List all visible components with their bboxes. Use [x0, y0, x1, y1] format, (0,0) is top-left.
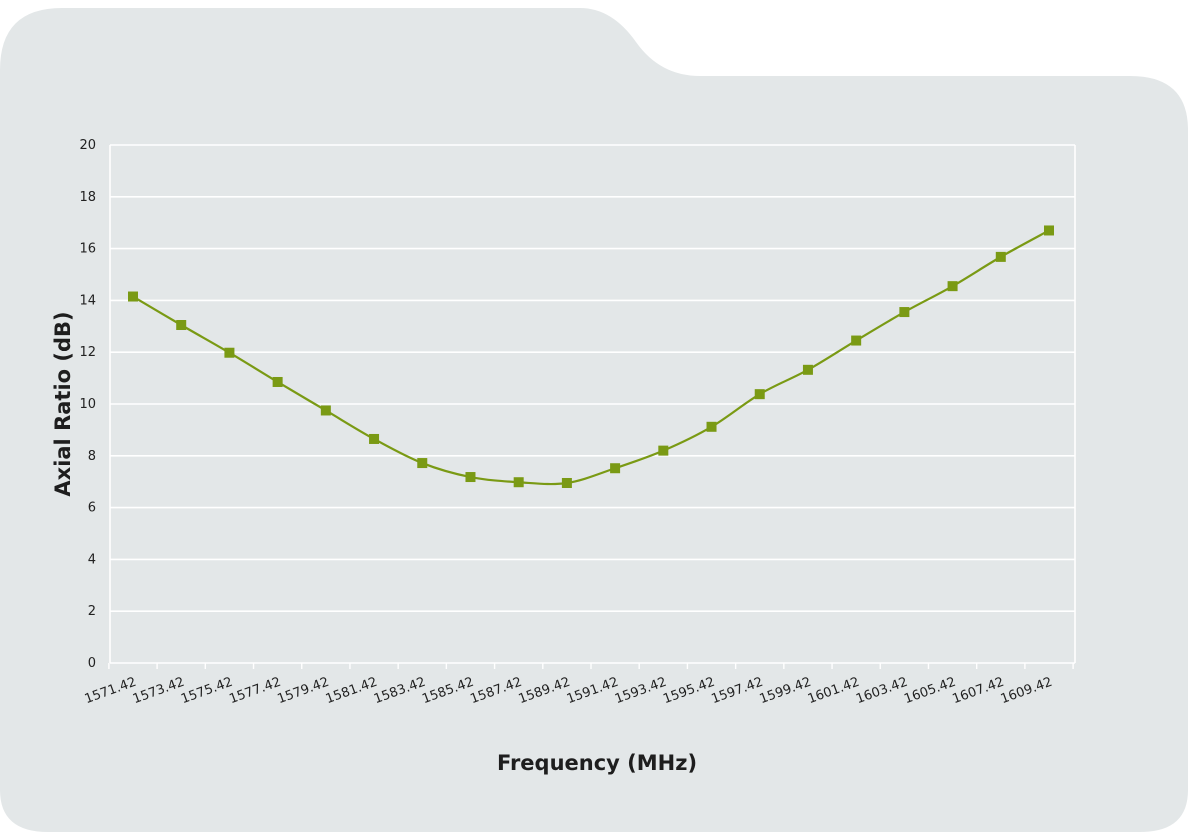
y-tick-label: 16	[79, 242, 96, 257]
data-point	[224, 347, 235, 358]
data-point	[899, 307, 910, 318]
data-point	[1044, 225, 1054, 236]
x-axis-title: Frequency (MHz)	[497, 751, 697, 775]
data-point	[802, 364, 813, 375]
data-point	[706, 421, 717, 432]
y-tick-label: 0	[88, 656, 96, 671]
data-point	[610, 463, 621, 474]
data-point	[561, 477, 572, 488]
y-tick-label: 14	[79, 293, 96, 308]
data-point	[465, 472, 476, 483]
data-point	[513, 477, 524, 488]
y-axis-title: Axial Ratio (dB)	[51, 311, 75, 496]
data-point	[754, 389, 765, 400]
data-point	[995, 251, 1006, 262]
y-tick-label: 8	[88, 449, 96, 464]
y-tick-labels: 0 2 4 6 8 10 12 14 16 18 20	[79, 138, 96, 671]
y-tick-label: 12	[79, 345, 96, 360]
data-point	[320, 405, 331, 416]
y-tick-label: 6	[88, 501, 96, 516]
chart-panel	[0, 8, 1188, 832]
data-point	[417, 458, 428, 469]
y-tick-label: 20	[79, 138, 96, 153]
y-tick-label: 2	[88, 604, 96, 619]
data-point	[272, 376, 283, 387]
y-tick-label: 18	[79, 190, 96, 205]
grid-lines	[108, 144, 1076, 669]
series-markers	[128, 225, 1054, 488]
data-point	[658, 445, 669, 456]
data-point	[851, 335, 862, 346]
data-point	[947, 281, 958, 292]
data-point	[176, 320, 187, 331]
y-tick-label: 10	[79, 397, 96, 412]
data-point	[128, 291, 138, 302]
data-point	[369, 433, 380, 444]
y-tick-label: 4	[88, 552, 96, 567]
